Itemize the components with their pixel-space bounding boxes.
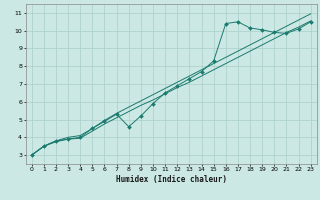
X-axis label: Humidex (Indice chaleur): Humidex (Indice chaleur) bbox=[116, 175, 227, 184]
